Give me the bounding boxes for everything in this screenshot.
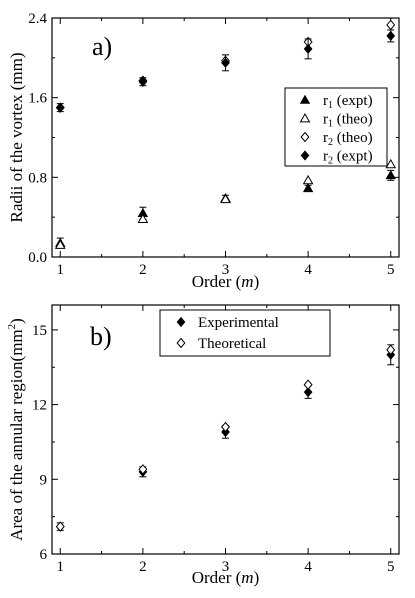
data-point (386, 30, 396, 42)
data-point (55, 102, 65, 113)
legend-entry: r1 (expt) (323, 93, 373, 111)
data-point (386, 19, 396, 31)
x-tick-label: 5 (387, 559, 395, 575)
chart-panel-1: 1 2 3 4 5 0.0 0.8 1.6 2.4 Order (m) Radii of the v… (7, 11, 400, 291)
series-4 (55, 29, 396, 113)
y-tick-label: 15 (32, 323, 47, 339)
x-tick-label: 2 (139, 559, 147, 575)
legend-marker (176, 337, 186, 349)
data-point (54, 239, 66, 249)
legend-marker (299, 94, 311, 104)
series-2 (54, 158, 397, 249)
x-axis-title: Order (m) (192, 272, 260, 291)
data-point (221, 421, 230, 433)
y-tick-label: 0.8 (28, 170, 47, 186)
data-point (303, 387, 313, 398)
x-tick-label: 3 (222, 262, 230, 278)
x-tick-label: 4 (304, 559, 312, 575)
x-tick-label: 3 (222, 559, 230, 575)
legend-marker (299, 112, 311, 123)
data-point (138, 76, 148, 87)
data-point (303, 379, 313, 390)
legend-marker (300, 150, 310, 161)
legend-box (159, 309, 331, 357)
data-point (386, 344, 396, 356)
data-point (385, 170, 396, 180)
legend: r1 (expt)r1 (theo)r2 (theo)r2 (expt) (284, 87, 388, 167)
legend-marker (176, 316, 186, 328)
x-tick-label: 1 (57, 262, 65, 278)
data-point (303, 43, 313, 54)
data-point (138, 464, 148, 475)
panel-label: a) (92, 32, 112, 61)
data-point (221, 57, 230, 68)
x-tick-label: 5 (387, 262, 395, 278)
series-1 (55, 344, 396, 532)
x-tick-label: 1 (57, 559, 65, 575)
y-tick-label: 0.0 (28, 250, 47, 266)
y-axis-title: Area of the annular region(mm2) (6, 318, 26, 541)
y-tick-label: 12 (32, 398, 47, 414)
y-tick-label: 1.6 (28, 91, 47, 107)
x-tick-label: 2 (139, 262, 147, 278)
legend-entry: r2 (expt) (323, 149, 373, 167)
data-point (302, 182, 314, 193)
data-point (385, 158, 397, 169)
data-point (55, 521, 65, 532)
legend-entry: Experimental (198, 315, 279, 331)
series-2 (55, 344, 396, 532)
legend-entry: r1 (theo) (323, 112, 373, 130)
legend-entry: r2 (theo) (323, 130, 373, 148)
y-tick-label: 2.4 (28, 11, 47, 27)
x-tick-label: 4 (304, 262, 312, 278)
series-1 (55, 169, 396, 249)
y-tick-label: 6 (40, 547, 48, 563)
data-point (302, 174, 314, 185)
panel-label: b) (90, 322, 112, 351)
y-tick-label: 9 (40, 472, 48, 488)
legend: Experimental Theoretical (159, 309, 331, 357)
legend-marker (300, 131, 310, 143)
data-point (137, 213, 149, 224)
y-axis-title: Radii of the vortex (mm) (7, 53, 26, 223)
x-axis-title: Order (m) (192, 568, 260, 587)
data-point (220, 193, 231, 204)
legend-entry: Theoretical (198, 336, 266, 352)
